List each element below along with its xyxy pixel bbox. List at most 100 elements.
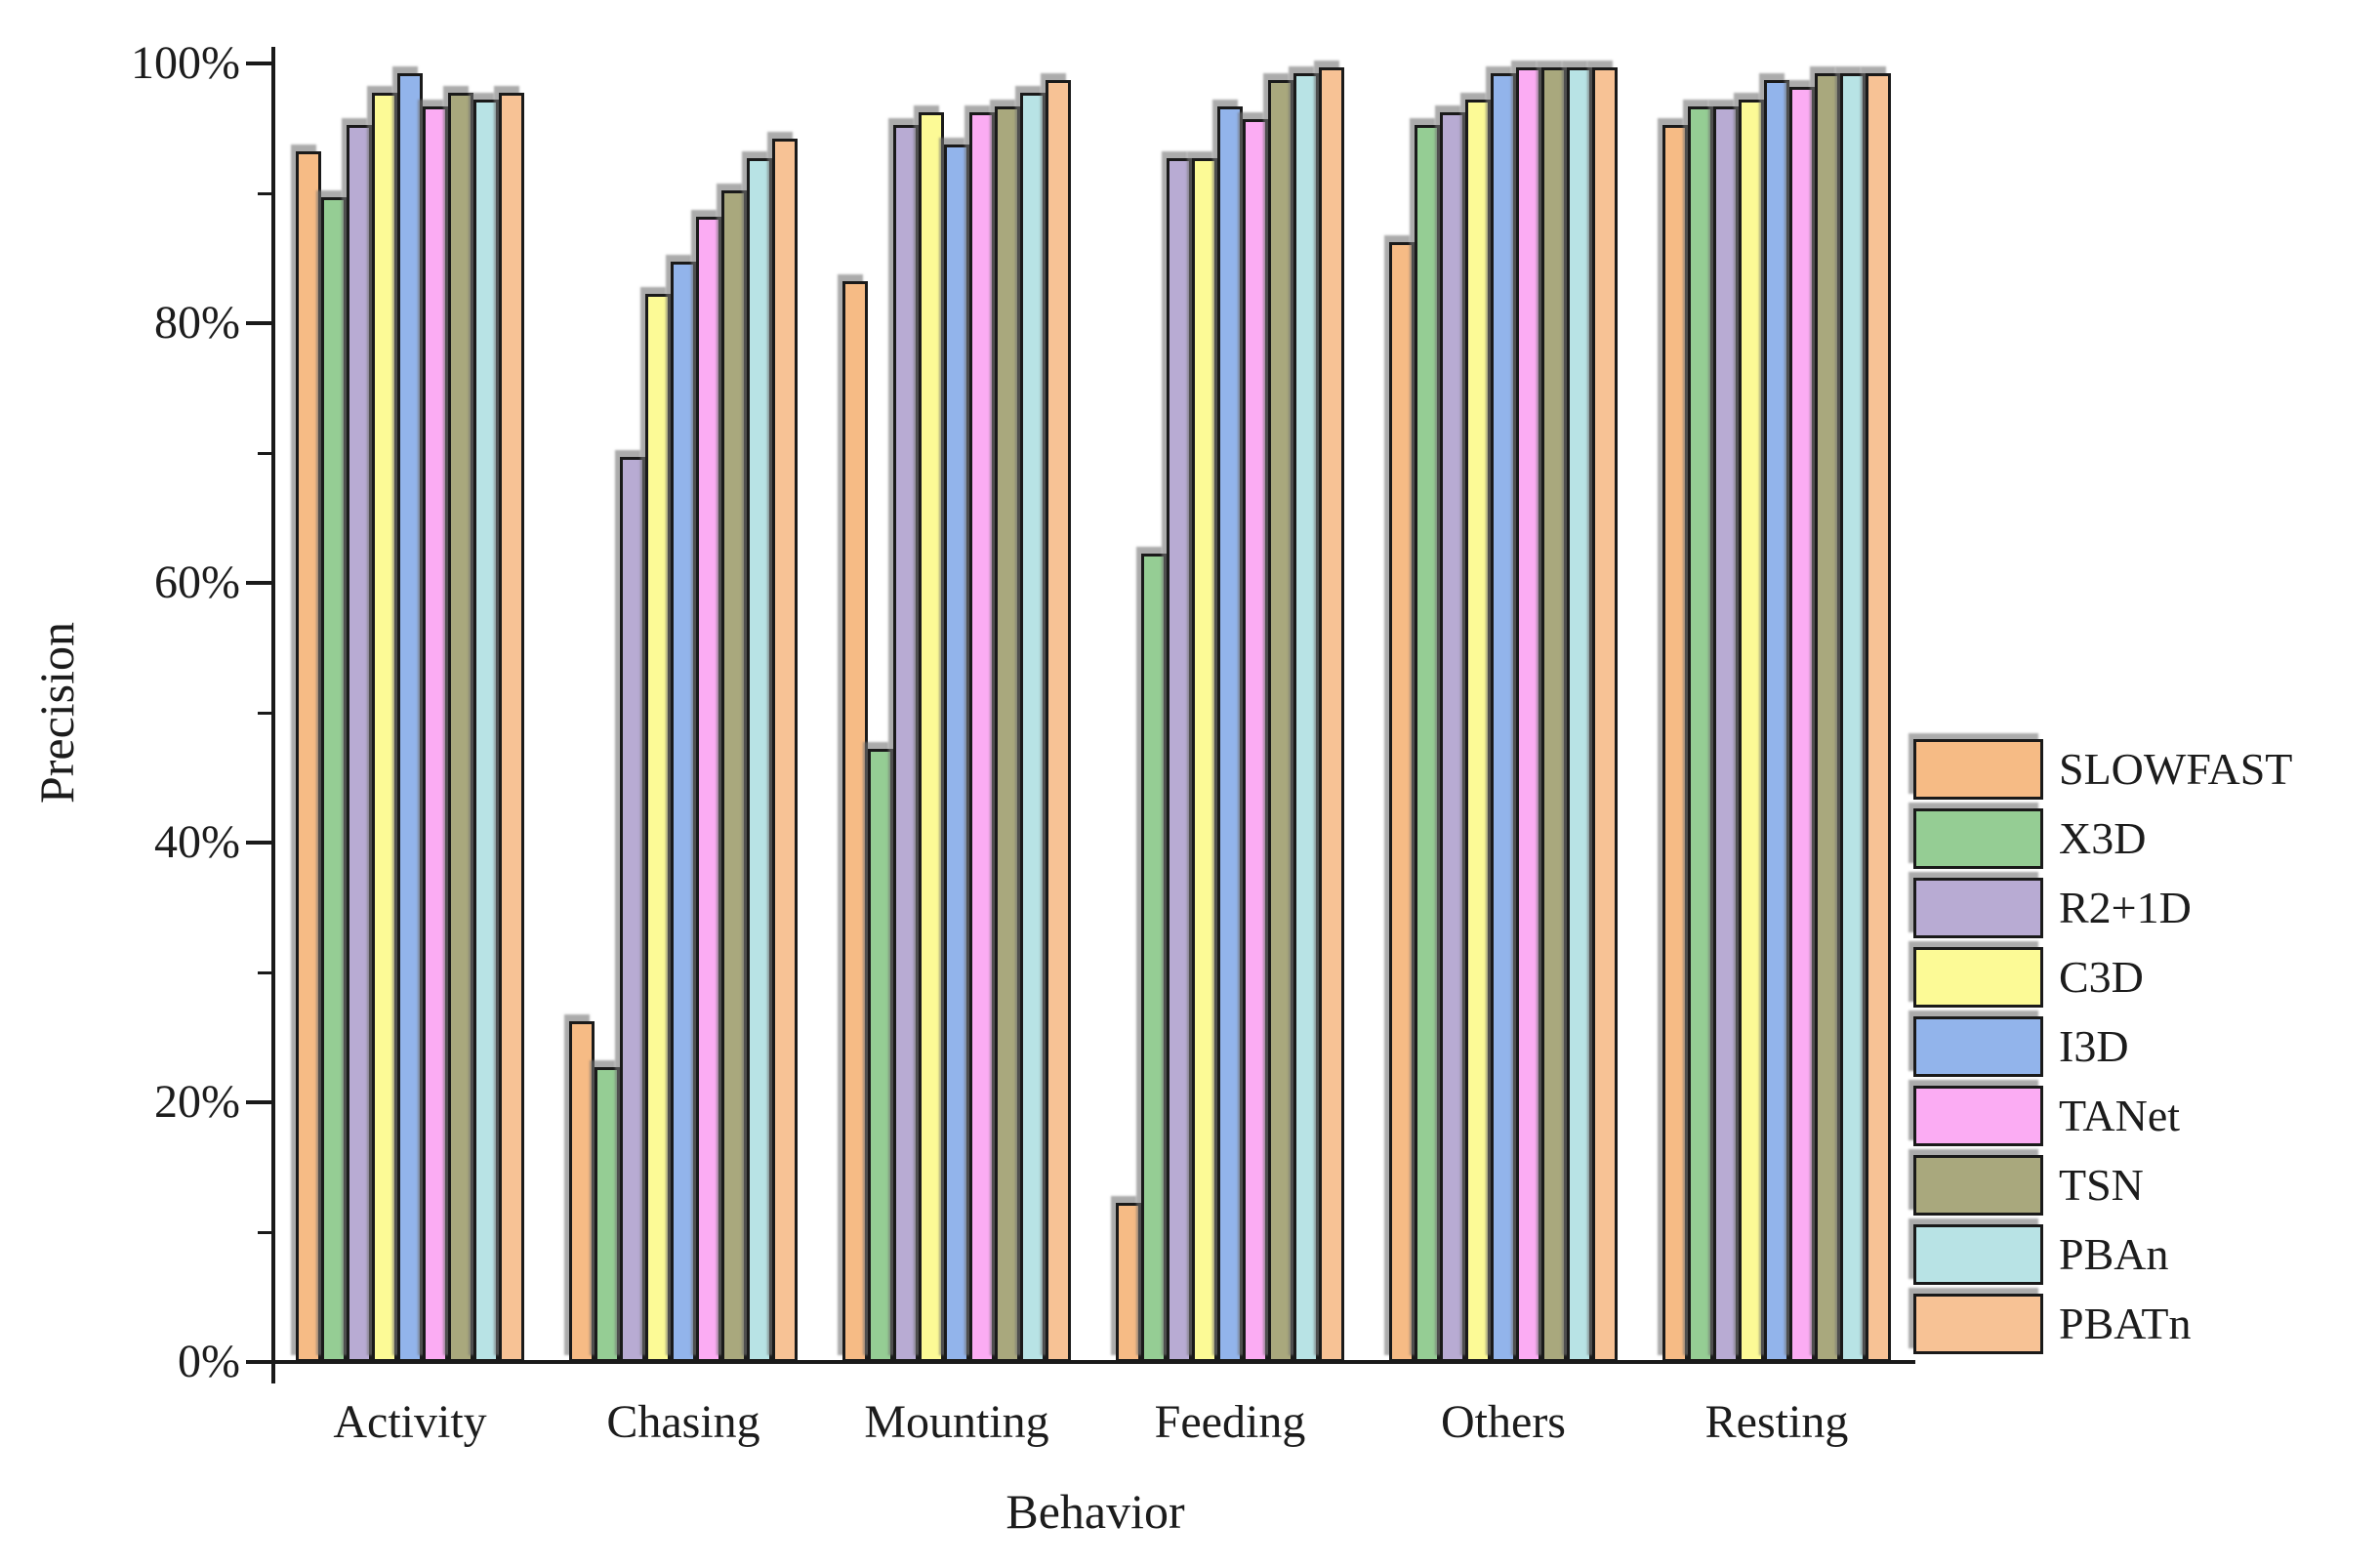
legend-label-pban: PBAn [2059,1229,2169,1279]
legend-label-x3d: X3D [2059,813,2147,863]
bar-x3d-chasing [595,1067,620,1362]
bar-tanet-others [1516,67,1541,1362]
bar-r2+1d-others [1440,112,1465,1362]
bar-group-feeding [1116,67,1344,1362]
bar-i3d-feeding [1217,106,1243,1362]
bar-group-mounting [842,80,1071,1362]
bar-x3d-others [1415,125,1440,1362]
bar-c3d-resting [1739,100,1764,1362]
bar-c3d-activity [372,93,397,1362]
bar-tanet-chasing [696,217,721,1362]
category-label-mounting: Mounting [864,1396,1049,1448]
legend-swatch-pbatn [1913,1294,2043,1354]
legend-item-r2+1d: R2+1D [1913,877,2292,939]
bar-pban-chasing [747,158,772,1362]
x-axis-title: Behavior [1005,1484,1185,1539]
y-major-tick [246,1100,273,1104]
bar-x3d-activity [321,197,347,1362]
y-minor-tick [258,1231,273,1234]
y-minor-tick [258,712,273,715]
legend-label-i3d: I3D [2059,1021,2129,1071]
category-label-resting: Resting [1704,1396,1849,1448]
bar-r2+1d-mounting [893,125,919,1362]
bar-i3d-chasing [671,262,696,1362]
y-major-tick [246,62,273,65]
bar-slowfast-others [1389,242,1415,1362]
bar-pbatn-feeding [1319,67,1344,1362]
bar-pban-others [1567,67,1592,1362]
y-minor-tick [258,192,273,195]
legend: SLOWFAST X3D R2+1D C3D I3D TANet TSN PBAn PBATn [1913,738,2292,1362]
bar-r2+1d-chasing [620,457,645,1362]
bar-group-resting [1662,73,1891,1362]
bar-x3d-mounting [868,749,893,1362]
bar-r2+1d-activity [347,125,372,1362]
bar-slowfast-chasing [569,1021,595,1362]
y-tick-label: 60% [154,557,240,608]
bar-group-chasing [569,139,798,1362]
bar-group-others [1389,67,1618,1362]
bar-pbatn-activity [499,93,524,1362]
bar-tanet-activity [423,106,448,1362]
legend-item-slowfast: SLOWFAST [1913,738,2292,801]
bar-r2+1d-resting [1713,106,1739,1362]
legend-item-i3d: I3D [1913,1015,2292,1078]
bar-tsn-chasing [721,190,747,1362]
y-tick-label: 40% [154,816,240,868]
y-minor-tick [258,971,273,974]
y-axis-line [271,47,275,1383]
legend-swatch-slowfast [1913,739,2043,800]
category-label-others: Others [1441,1396,1566,1448]
bar-r2+1d-feeding [1167,158,1192,1362]
legend-item-pban: PBAn [1913,1223,2292,1286]
bar-c3d-feeding [1192,158,1217,1362]
x-axis-line [271,1360,1915,1364]
legend-item-tsn: TSN [1913,1154,2292,1217]
legend-label-c3d: C3D [2059,952,2144,1002]
legend-swatch-tanet [1913,1086,2043,1146]
bar-tsn-others [1541,67,1567,1362]
bar-c3d-chasing [645,294,671,1362]
bar-i3d-mounting [944,144,969,1362]
category-label-chasing: Chasing [606,1396,760,1448]
bar-pbatn-others [1592,67,1618,1362]
y-major-tick [246,841,273,845]
y-tick-label: 80% [154,297,240,349]
bar-pban-activity [473,100,499,1362]
bar-pbatn-mounting [1046,80,1071,1362]
y-major-tick [246,1360,273,1364]
legend-swatch-tsn [1913,1155,2043,1216]
bar-c3d-others [1465,100,1491,1362]
bar-tsn-activity [448,93,473,1362]
y-minor-tick [258,452,273,455]
y-tick-label: 100% [131,37,240,89]
legend-swatch-r2+1d [1913,878,2043,938]
bar-slowfast-resting [1662,125,1688,1362]
bar-x3d-resting [1688,106,1713,1362]
legend-label-tsn: TSN [2059,1160,2144,1210]
legend-label-slowfast: SLOWFAST [2059,744,2293,794]
bar-i3d-resting [1764,80,1789,1362]
bar-tsn-feeding [1268,80,1293,1362]
y-tick-label: 0% [178,1336,240,1387]
bar-c3d-mounting [919,112,944,1362]
bar-tanet-mounting [969,112,995,1362]
bar-pban-mounting [1020,93,1046,1362]
legend-item-c3d: C3D [1913,946,2292,1009]
bar-tsn-mounting [995,106,1020,1362]
bar-x3d-feeding [1141,554,1167,1362]
bar-pbatn-chasing [772,139,798,1362]
bar-pban-feeding [1293,73,1319,1362]
y-axis-title: Precision [29,621,84,805]
y-major-tick [246,321,273,325]
legend-item-pbatn: PBATn [1913,1293,2292,1355]
bar-group-activity [296,73,524,1362]
bar-tanet-feeding [1243,119,1268,1362]
legend-swatch-i3d [1913,1016,2043,1077]
legend-label-tanet: TANet [2059,1091,2181,1140]
bar-slowfast-feeding [1116,1203,1141,1362]
y-major-tick [246,581,273,585]
bar-pbatn-resting [1866,73,1891,1362]
bar-pban-resting [1840,73,1866,1362]
